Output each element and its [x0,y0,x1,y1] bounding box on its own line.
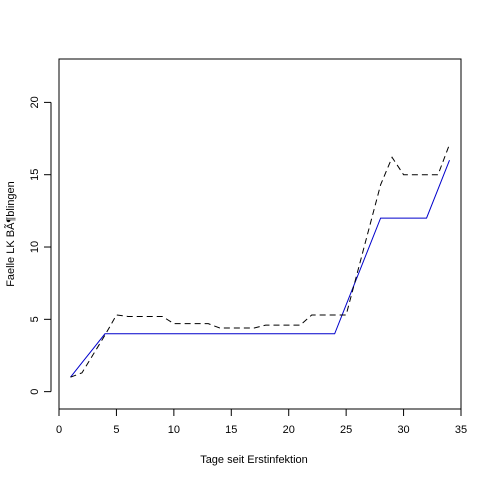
x-tick-label: 20 [283,424,295,436]
series-line-1 [70,160,450,378]
x-axis-title: Tage seit Erstinfektion [200,454,308,466]
y-tick-label: 15 [29,169,41,181]
x-tick-label: 10 [168,424,180,436]
x-axis: 0 5 10 15 20 25 30 35 [56,408,467,436]
x-tick-label: 25 [340,424,352,436]
y-axis-title: Faelle LK BÃ¶blingen [4,181,17,287]
y-tick-label: 20 [29,96,41,108]
x-tick-label: 15 [225,424,237,436]
y-tick-label: 10 [29,241,41,253]
x-tick-label: 35 [455,424,467,436]
series-layer [70,144,450,378]
y-tick-label: 0 [29,389,41,395]
x-tick-label: 30 [397,424,409,436]
x-tick-label: 5 [113,424,119,436]
series-line-2 [70,144,450,378]
y-tick-label: 5 [29,316,41,322]
x-tick-label: 0 [56,424,62,436]
y-axis: 0 5 10 15 20 [29,96,52,395]
plot-frame [58,58,462,410]
